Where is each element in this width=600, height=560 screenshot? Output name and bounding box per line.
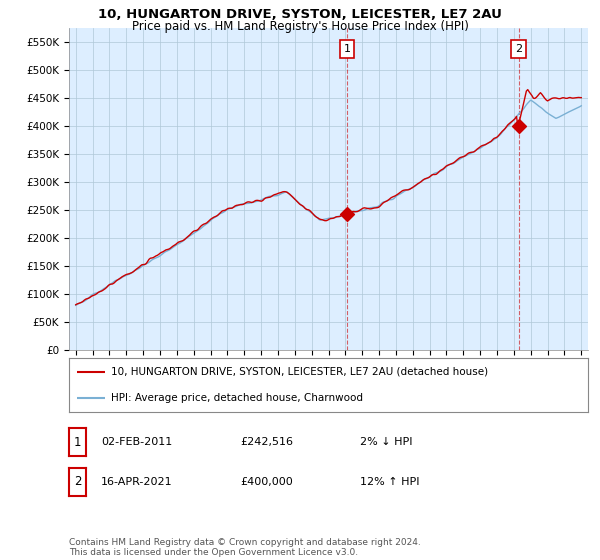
Text: 12% ↑ HPI: 12% ↑ HPI (360, 477, 419, 487)
Text: 10, HUNGARTON DRIVE, SYSTON, LEICESTER, LE7 2AU (detached house): 10, HUNGARTON DRIVE, SYSTON, LEICESTER, … (110, 367, 488, 377)
Text: Contains HM Land Registry data © Crown copyright and database right 2024.
This d: Contains HM Land Registry data © Crown c… (69, 538, 421, 557)
Text: 2: 2 (74, 475, 81, 488)
Point (514, 122, 523, 130)
Point (342, 209, 352, 218)
Text: 10, HUNGARTON DRIVE, SYSTON, LEICESTER, LE7 2AU: 10, HUNGARTON DRIVE, SYSTON, LEICESTER, … (98, 8, 502, 21)
Text: HPI: Average price, detached house, Charnwood: HPI: Average price, detached house, Char… (110, 393, 362, 403)
Text: 02-FEB-2011: 02-FEB-2011 (101, 437, 172, 447)
Text: £400,000: £400,000 (240, 477, 293, 487)
Text: 2% ↓ HPI: 2% ↓ HPI (360, 437, 413, 447)
Text: 16-APR-2021: 16-APR-2021 (101, 477, 172, 487)
Text: 1: 1 (74, 436, 81, 449)
Text: £242,516: £242,516 (240, 437, 293, 447)
Text: 2: 2 (515, 44, 522, 54)
Text: Price paid vs. HM Land Registry's House Price Index (HPI): Price paid vs. HM Land Registry's House … (131, 20, 469, 32)
Text: 1: 1 (344, 44, 350, 54)
